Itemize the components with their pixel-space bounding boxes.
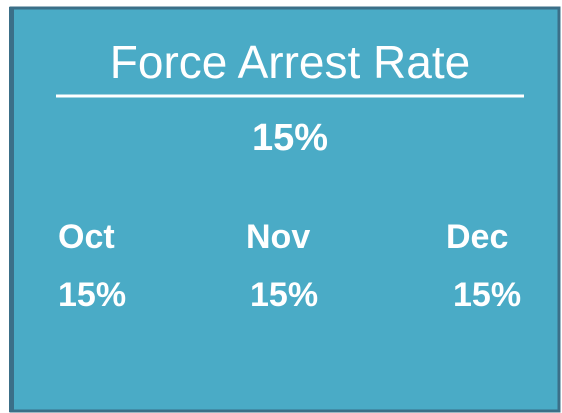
month-value: 15% bbox=[250, 276, 318, 314]
month-value: 15% bbox=[58, 276, 126, 314]
month-value: 15% bbox=[453, 276, 521, 314]
month-label: Oct bbox=[58, 218, 115, 256]
card-title: Force Arrest Rate bbox=[110, 36, 470, 88]
month-label: Dec bbox=[446, 218, 508, 256]
card-background bbox=[9, 6, 561, 413]
card-left-edge bbox=[9, 7, 14, 412]
month-label: Nov bbox=[246, 218, 310, 256]
overall-value: 15% bbox=[252, 117, 328, 159]
